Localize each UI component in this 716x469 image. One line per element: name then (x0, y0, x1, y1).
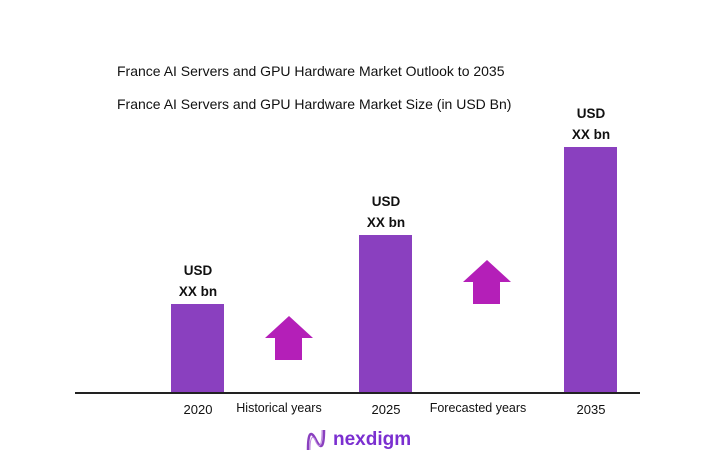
nexdigm-logo: nexdigm (305, 428, 411, 452)
chart-subtitle: France AI Servers and GPU Hardware Marke… (117, 96, 512, 112)
x-tick-label: 2025 (371, 402, 401, 417)
x-axis-line (75, 392, 640, 394)
bar-2025 (359, 235, 412, 392)
period-label-forecasted: Forecasted years (429, 401, 527, 415)
growth-arrow-icon (463, 260, 511, 304)
data-label-2035: USD XX bn (531, 103, 651, 145)
data-label-line: XX bn (366, 215, 406, 231)
period-label-historical: Historical years (236, 401, 322, 415)
data-label-line: XX bn (178, 283, 218, 299)
growth-arrow-icon (265, 316, 313, 360)
data-label-line: USD (576, 106, 606, 121)
bar-2035 (564, 147, 617, 392)
brand-name: nexdigm (333, 429, 412, 450)
data-label-line: USD (371, 194, 401, 210)
data-label-line: USD (183, 262, 213, 278)
x-tick-label: 2035 (576, 402, 606, 417)
bar-2020 (171, 303, 224, 392)
data-label-2025: USD XX bn (326, 191, 446, 233)
data-label-line: XX bn (571, 127, 611, 142)
x-tick-label: 2020 (183, 402, 213, 417)
chart-title: France AI Servers and GPU Hardware Marke… (117, 63, 505, 79)
data-label-2020: USD XX bn (138, 260, 258, 302)
nexdigm-logo-icon (306, 429, 326, 451)
